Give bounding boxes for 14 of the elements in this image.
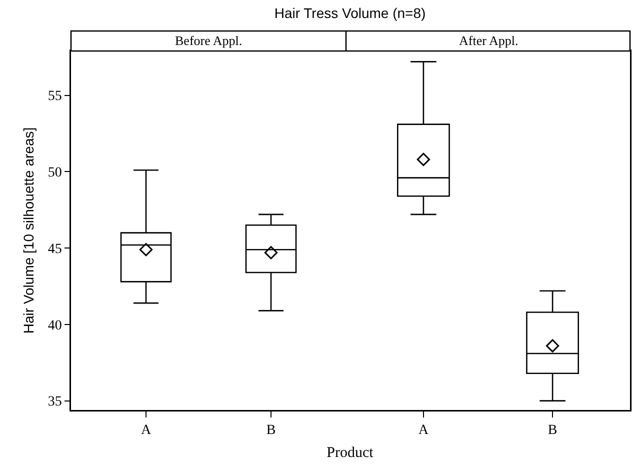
y-tick-label: 50 <box>48 166 62 181</box>
x-tick-label: B <box>266 423 276 438</box>
x-axis-title: Product <box>326 445 374 462</box>
x-tick-label: A <box>418 423 430 438</box>
chart-title: Hair Tress Volume (n=8) <box>274 5 426 21</box>
x-tick-label: A <box>140 423 152 438</box>
chart-subtitle: After Appl. <box>459 33 518 48</box>
y-tick-label: 40 <box>48 318 62 334</box>
y-tick-label: 45 <box>48 242 62 257</box>
y-axis-title: Hair Volume [10 silhouette areas] <box>20 127 37 334</box>
chart-subtitle: Before Appl. <box>175 33 242 48</box>
x-tick-label: B <box>548 423 558 438</box>
y-tick-label: 35 <box>48 394 62 410</box>
y-tick-label: 55 <box>48 89 62 104</box>
